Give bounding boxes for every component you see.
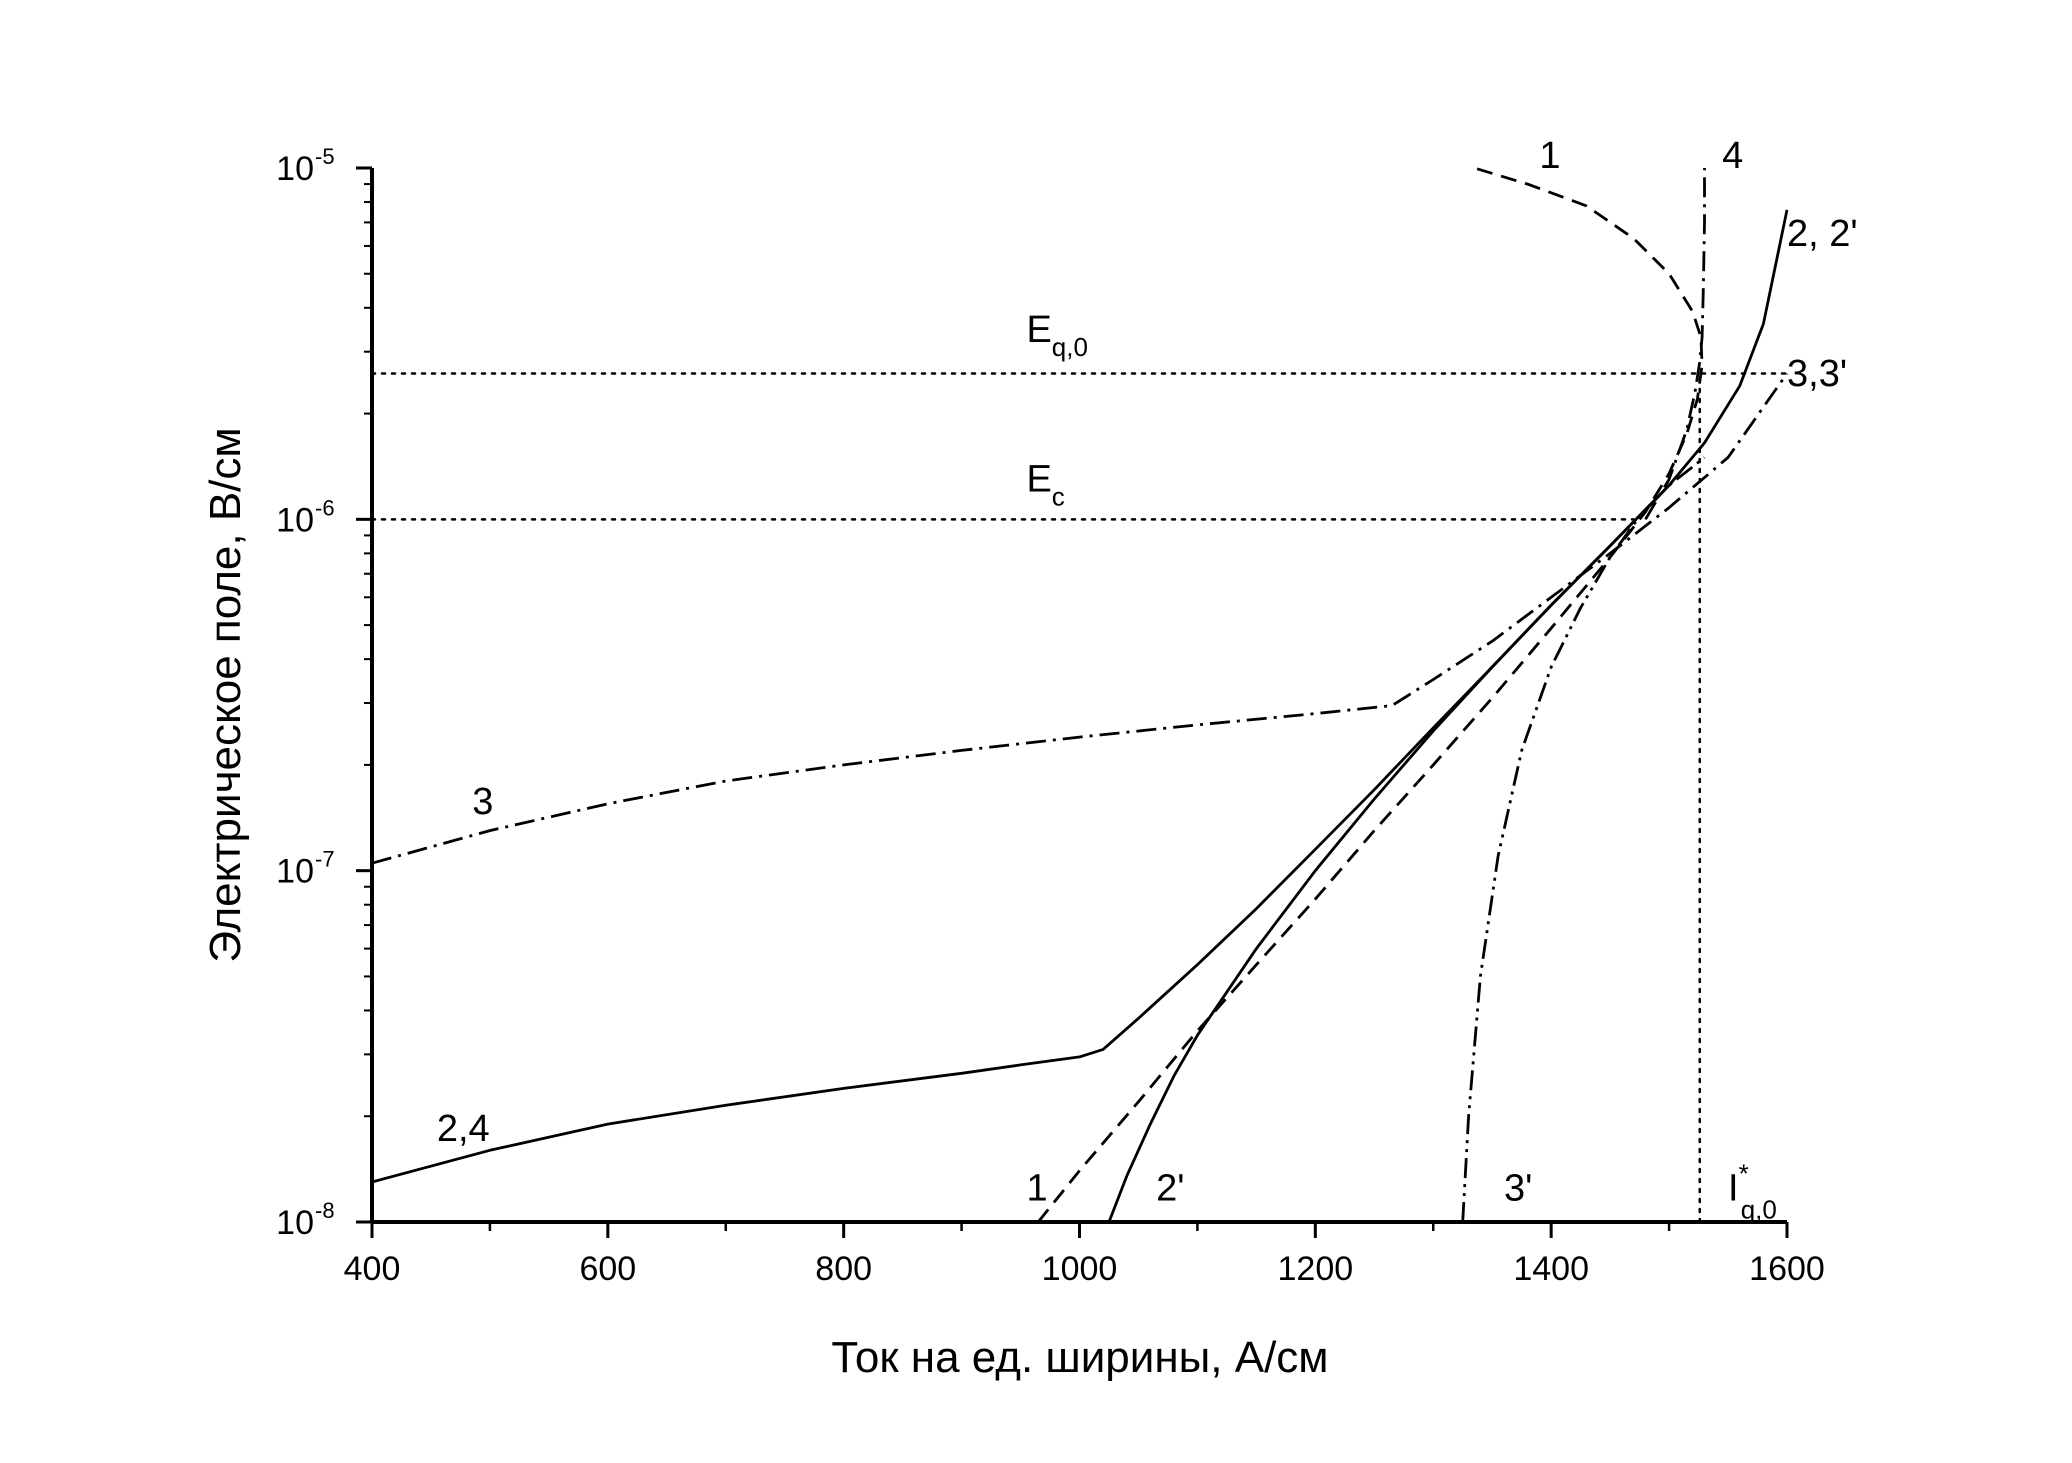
series-line-3 — [371, 372, 1789, 865]
label-Eq0-main: E — [1026, 309, 1051, 351]
label-3-3p-main: 3,3' — [1787, 353, 1847, 395]
label-3p: 3' — [1504, 1168, 1532, 1210]
y-tick-exponent: -7 — [315, 847, 335, 872]
label-Eq0-sub: q,0 — [1052, 332, 1088, 362]
series-line-4 — [1644, 168, 1706, 521]
y-tick-exponent: -5 — [315, 144, 335, 169]
label-1-top-main: 1 — [1539, 135, 1560, 177]
label-3: 3 — [472, 781, 493, 823]
x-tick-label: 600 — [579, 1250, 636, 1288]
series-line-2- — [1107, 484, 1671, 1223]
data-series — [371, 166, 1789, 1223]
x-axis-title: Ток на ед. ширины, А/см — [831, 1333, 1328, 1382]
label-3p-main: 3' — [1504, 1168, 1532, 1210]
series-line-2-4 — [371, 209, 1789, 1184]
label-Ec-main: E — [1026, 459, 1051, 501]
y-axis-title: Электрическое поле, В/см — [201, 427, 250, 962]
label-2-4-main: 2,4 — [437, 1108, 490, 1150]
y-tick-exponent: -6 — [315, 495, 335, 520]
label-3-main: 3 — [472, 781, 493, 823]
x-tick-label: 1400 — [1513, 1250, 1589, 1288]
label-1-bottom-main: 1 — [1026, 1168, 1047, 1210]
label-Iq0: I* q,0 — [1728, 1159, 1777, 1225]
label-2-4: 2,4 — [437, 1108, 490, 1150]
x-tick-label: 1600 — [1749, 1250, 1825, 1288]
label-1-bottom: 1 — [1026, 1168, 1047, 1210]
reference-lines — [370, 372, 1789, 1224]
axes — [370, 168, 1787, 1224]
label-Iq0-main: I — [1728, 1168, 1739, 1210]
label-3-3p: 3,3' — [1787, 353, 1847, 395]
label-Iq0-sub: q,0 — [1741, 1195, 1777, 1225]
label-Ec-sub: c — [1052, 482, 1065, 512]
x-tick-label: 800 — [815, 1250, 872, 1288]
label-4-top: 4 — [1722, 135, 1743, 177]
y-tick-label: 10 — [276, 1204, 314, 1242]
x-ticks: 400 600 800 1000 1200 1400 1600 — [344, 1222, 1825, 1288]
y-ticks: 10-810-710-610-5 — [276, 144, 372, 1242]
series-line-1 — [1037, 166, 1704, 1223]
label-4-top-main: 4 — [1722, 135, 1743, 177]
x-tick-label: 1200 — [1278, 1250, 1354, 1288]
label-Ec: Ec — [1026, 459, 1064, 512]
label-2p: 2' — [1156, 1168, 1184, 1210]
label-2p-main: 2' — [1156, 1168, 1184, 1210]
label-2-2p-main: 2, 2' — [1787, 213, 1858, 255]
x-tick-label: 400 — [344, 1250, 401, 1288]
series-line-3- — [1461, 456, 1706, 1223]
y-tick-label: 10 — [276, 150, 314, 188]
label-Eq0: Eq,0 — [1026, 309, 1088, 362]
y-tick-exponent: -8 — [315, 1198, 335, 1223]
x-tick-label: 1000 — [1042, 1250, 1118, 1288]
y-tick-label: 10 — [276, 853, 314, 891]
label-1-top: 1 — [1539, 135, 1560, 177]
y-tick-label: 10 — [276, 501, 314, 539]
label-2-2p: 2, 2' — [1787, 213, 1858, 255]
label-Iq0-sup: * — [1739, 1159, 1749, 1189]
